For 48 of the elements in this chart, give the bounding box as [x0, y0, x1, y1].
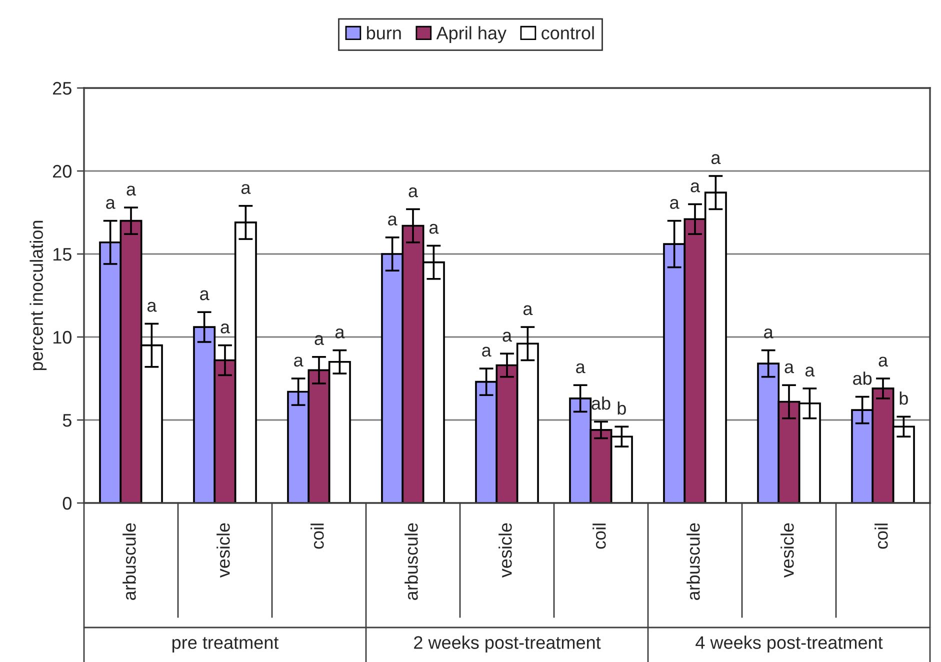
legend-label: burn [367, 26, 401, 40]
y-tick-label: 10 [53, 330, 72, 344]
data-label: a [805, 366, 815, 377]
data-label: a [294, 356, 304, 367]
x-tick-label: coil [592, 524, 606, 549]
data-label: a [126, 186, 136, 196]
x-tick-label: vesicle [780, 523, 794, 578]
text: pre treatment [172, 637, 279, 653]
text: 4 weeks post-treatment [696, 636, 883, 653]
data-label: ab [592, 396, 610, 410]
data-label: a [764, 328, 774, 338]
data-label: a [482, 346, 492, 357]
data-label: ab [853, 372, 872, 385]
legend-label: April hay [436, 26, 506, 44]
data-label: a [314, 335, 324, 346]
data-label: a [670, 199, 680, 209]
data-label: a [576, 363, 586, 374]
y-tick-label: 15 [53, 248, 72, 261]
data-label: a [711, 154, 721, 164]
y-axis-title: percent inoculation [30, 220, 47, 370]
x-tick-label: arbuscule [404, 523, 418, 600]
x-tick-label: vesicle [498, 523, 512, 578]
data-label: a [784, 363, 794, 374]
data-label: a [388, 216, 398, 226]
text: 2 weeks post-treatment [414, 636, 601, 653]
x-tick-label: coil [874, 524, 888, 549]
data-label: a [241, 184, 251, 194]
data-label: a [690, 182, 700, 192]
y-tick-label: 20 [53, 164, 72, 178]
data-label: a [429, 224, 439, 234]
data-label: a [523, 305, 533, 316]
data-label: b [618, 401, 626, 415]
data-label: a [147, 302, 157, 312]
y-tick-label: 5 [62, 414, 72, 427]
x-tick-label: arbuscule [686, 523, 700, 600]
data-label: a [335, 328, 345, 338]
data-label: a [200, 290, 210, 300]
data-label: a [220, 324, 230, 334]
y-tick-label: 0 [62, 496, 72, 510]
x-tick-label: coil [310, 524, 324, 549]
x-tick-label: vesicle [216, 523, 230, 578]
y-tick-label: 25 [53, 82, 72, 95]
x-tick-label: arbuscule [122, 523, 136, 600]
legend-label: control [542, 26, 594, 40]
data-label: a [408, 187, 418, 198]
data-label: a [106, 199, 116, 209]
data-label: b [900, 392, 908, 405]
data-label: a [878, 356, 888, 367]
